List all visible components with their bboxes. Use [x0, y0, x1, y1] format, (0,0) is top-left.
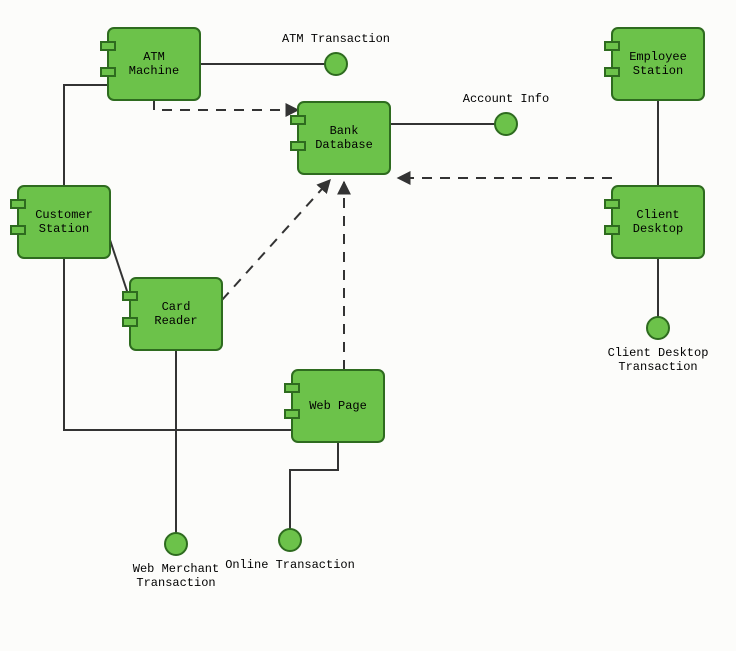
interface-label: Transaction	[618, 360, 697, 374]
nodes-layer: ATMMachineEmployeeStationBankDatabaseCus…	[11, 28, 704, 555]
interface-circle-atm_tx	[325, 53, 347, 75]
component-port	[101, 68, 115, 76]
component-label: Database	[315, 138, 373, 152]
component-port	[101, 42, 115, 50]
interface-label: Client Desktop	[608, 346, 709, 360]
component-port	[11, 200, 25, 208]
edge-dashed	[222, 180, 330, 300]
interface-circle-acct_info	[495, 113, 517, 135]
component-label: Card	[162, 300, 191, 314]
component-label: Web Page	[309, 399, 367, 413]
component-port	[291, 142, 305, 150]
component-client: ClientDesktop	[605, 186, 704, 258]
interface-label: ATM Transaction	[282, 32, 390, 46]
component-port	[123, 318, 137, 326]
component-web: Web Page	[285, 370, 384, 442]
component-port	[123, 292, 137, 300]
edge-dashed	[154, 100, 298, 110]
interface-label: Web Merchant	[133, 562, 219, 576]
component-port	[291, 116, 305, 124]
component-label: Desktop	[633, 222, 683, 236]
edge-solid	[64, 85, 108, 186]
interface-circle-online_tx	[279, 529, 301, 551]
component-port	[605, 42, 619, 50]
component-customer: CustomerStation	[11, 186, 110, 258]
component-port	[11, 226, 25, 234]
component-label: Bank	[330, 124, 359, 138]
component-label: Station	[39, 222, 89, 236]
component-label: ATM	[143, 50, 165, 64]
component-employee: EmployeeStation	[605, 28, 704, 100]
component-port	[285, 384, 299, 392]
component-label: Machine	[129, 64, 179, 78]
component-label: Reader	[154, 314, 197, 328]
interface-circle-client_tx	[647, 317, 669, 339]
component-diagram: ATMMachineEmployeeStationBankDatabaseCus…	[0, 0, 736, 651]
interface-label: Online Transaction	[225, 558, 355, 572]
interface-circle-web_tx	[165, 533, 187, 555]
component-port	[605, 68, 619, 76]
component-port	[605, 226, 619, 234]
component-bankdb: BankDatabase	[291, 102, 390, 174]
component-port	[285, 410, 299, 418]
interface-label: Account Info	[463, 92, 549, 106]
component-atm: ATMMachine	[101, 28, 200, 100]
component-label: Station	[633, 64, 683, 78]
component-label: Client	[636, 208, 679, 222]
component-card: CardReader	[123, 278, 222, 350]
component-label: Employee	[629, 50, 687, 64]
component-port	[605, 200, 619, 208]
interface-label: Transaction	[136, 576, 215, 590]
component-label: Customer	[35, 208, 93, 222]
edge-solid	[290, 442, 338, 529]
